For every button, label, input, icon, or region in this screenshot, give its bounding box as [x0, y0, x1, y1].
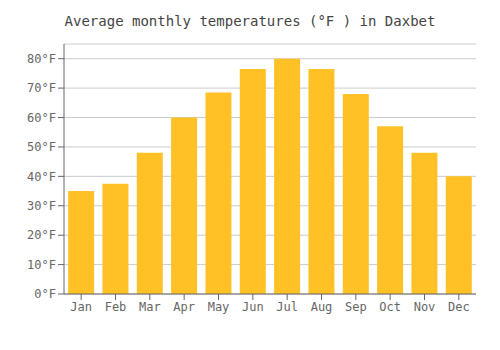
- svg-text:70°F: 70°F: [27, 81, 56, 95]
- svg-text:Oct: Oct: [379, 300, 401, 314]
- svg-text:0°F: 0°F: [34, 287, 56, 301]
- svg-text:50°F: 50°F: [27, 140, 56, 154]
- svg-text:Sep: Sep: [345, 300, 367, 314]
- svg-text:May: May: [208, 300, 230, 314]
- svg-text:Jan: Jan: [70, 300, 92, 314]
- svg-text:20°F: 20°F: [27, 228, 56, 242]
- svg-text:30°F: 30°F: [27, 199, 56, 213]
- svg-text:80°F: 80°F: [27, 52, 56, 66]
- svg-text:60°F: 60°F: [27, 111, 56, 125]
- svg-text:Feb: Feb: [105, 300, 127, 314]
- svg-text:Dec: Dec: [448, 300, 470, 314]
- html-text:Average monthly temperatures (: Average monthly temperatures (°F ) in Da…: [64, 13, 436, 29]
- svg-text:Aug: Aug: [311, 300, 333, 314]
- svg-text:40°F: 40°F: [27, 170, 56, 184]
- svg-text:Mar: Mar: [139, 300, 161, 314]
- svg-text:Jun: Jun: [242, 300, 264, 314]
- svg-text:10°F: 10°F: [27, 258, 56, 272]
- svg-text:Apr: Apr: [173, 300, 195, 314]
- svg-text:Jul: Jul: [276, 300, 298, 314]
- svg-text:Nov: Nov: [414, 300, 436, 314]
